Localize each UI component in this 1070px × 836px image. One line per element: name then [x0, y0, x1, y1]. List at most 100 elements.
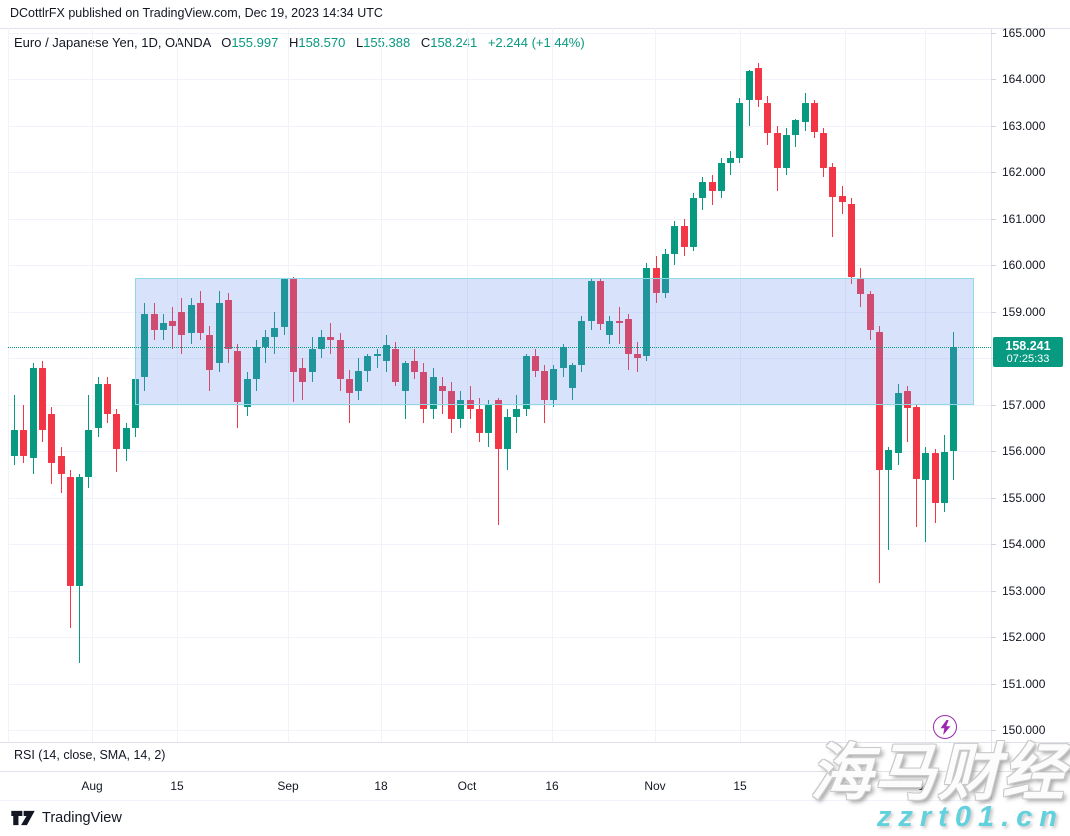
tradingview-logo[interactable]: TradingView	[10, 808, 122, 828]
symbol-title[interactable]: Euro / Japanese Yen, 1D, OANDA	[14, 35, 211, 50]
candle-wick	[618, 307, 620, 345]
candle-body	[736, 102, 744, 159]
price-axis-tick	[991, 33, 996, 34]
candle-wick	[172, 307, 174, 349]
candle-body	[327, 337, 335, 340]
time-axis-label: Dec	[834, 779, 856, 793]
horizontal-gridline	[8, 218, 991, 220]
candle-body	[280, 279, 288, 328]
candle-body	[271, 328, 279, 338]
price-axis-label: 154.000	[1002, 537, 1046, 552]
candlestick-chart-area[interactable]	[0, 28, 991, 742]
tradingview-logo-text: TradingView	[42, 810, 122, 826]
high-label: H	[288, 35, 299, 50]
candle-body	[206, 335, 214, 370]
horizontal-gridline	[8, 730, 991, 732]
candle-body	[634, 353, 642, 359]
vertical-gridline	[92, 28, 93, 742]
price-axis-label: 150.000	[1002, 723, 1046, 738]
candle-body	[755, 67, 762, 100]
price-axis-label: 165.000	[1002, 26, 1046, 40]
price-axis-tick	[991, 265, 996, 267]
candle-body	[885, 449, 893, 470]
candle-body	[355, 370, 363, 391]
vertical-gridline	[467, 28, 468, 742]
horizontal-gridline	[8, 637, 991, 639]
price-axis-label: 157.000	[1002, 397, 1046, 412]
candle-wick	[348, 369, 350, 424]
tradingview-logo-icon	[11, 810, 35, 826]
candle-body	[680, 225, 688, 247]
candle-body	[215, 302, 223, 363]
price-axis-label: 164.000	[1002, 72, 1046, 87]
vertical-gridline	[655, 28, 656, 742]
horizontal-gridline	[8, 358, 991, 360]
open-label: O	[221, 35, 232, 50]
header-divider	[0, 28, 1070, 29]
candle-body	[950, 347, 958, 452]
vertical-gridline	[381, 28, 382, 742]
change-value: +2.244 (+1.44%)	[487, 35, 585, 50]
candle-body	[848, 203, 855, 278]
vertical-gridline	[845, 28, 846, 742]
candle-body	[364, 355, 372, 371]
price-axis-tick	[991, 451, 996, 453]
candle-wick	[888, 446, 890, 551]
rsi-indicator-label[interactable]: RSI (14, close, SMA, 14, 2)	[14, 748, 166, 762]
price-axis-tick	[991, 637, 996, 639]
close-value: 158.241	[430, 35, 478, 50]
candle-body	[485, 404, 493, 433]
candle-body	[345, 379, 353, 394]
candle-body	[11, 430, 18, 456]
candle-body	[178, 311, 186, 336]
candle-body	[745, 71, 753, 101]
candle-body	[941, 451, 948, 503]
horizontal-gridline	[8, 311, 991, 313]
price-axis-tick	[991, 125, 996, 127]
candle-body	[801, 103, 809, 123]
time-axis-label: Nov	[644, 779, 666, 793]
candle-body	[513, 409, 521, 418]
candle-body	[587, 281, 595, 322]
horizontal-gridline	[8, 451, 991, 453]
price-axis-label: 160.000	[1002, 258, 1046, 273]
candle-body	[224, 300, 232, 349]
horizontal-gridline	[8, 33, 991, 34]
rsi-pane-divider-bottom[interactable]	[0, 771, 1070, 772]
price-axis-label: 162.000	[1002, 165, 1046, 180]
candle-body	[606, 321, 614, 336]
horizontal-gridline	[8, 265, 991, 267]
candle-body	[913, 407, 921, 480]
candle-body	[727, 158, 735, 164]
candle-wick	[441, 376, 443, 415]
candle-body	[541, 370, 549, 401]
lightning-bolt-icon	[940, 719, 950, 735]
symbol-legend[interactable]: Euro / Japanese Yen, 1D, OANDA O155.997 …	[14, 35, 585, 50]
quick-trade-lightning-button[interactable]	[933, 715, 957, 739]
candle-body	[931, 453, 939, 503]
candle-body	[420, 372, 428, 410]
candle-body	[810, 103, 818, 132]
watermark-site-url: zzrt01.cn	[876, 801, 1064, 833]
price-axis-divider	[991, 28, 992, 800]
vertical-gridline	[740, 28, 741, 742]
candle-body	[476, 409, 483, 433]
vertical-gridline	[925, 28, 926, 742]
candle-body	[922, 453, 930, 481]
watermark-cjk-text: 海马财经	[809, 739, 1066, 808]
price-axis-label: 156.000	[1002, 444, 1046, 459]
vertical-gridline	[177, 28, 178, 742]
candle-wick	[497, 397, 499, 525]
candle-body	[782, 135, 790, 168]
candle-body	[429, 376, 437, 410]
candle-body	[903, 391, 911, 408]
rsi-pane-divider-top[interactable]	[0, 742, 1070, 743]
high-value: 158.570	[298, 35, 346, 50]
candle-body	[76, 476, 84, 586]
candle-wick	[730, 151, 732, 175]
candle-body	[85, 430, 93, 477]
candle-body	[94, 383, 102, 428]
candle-body	[308, 348, 316, 373]
candle-body	[104, 383, 111, 415]
horizontal-gridline	[8, 683, 991, 685]
